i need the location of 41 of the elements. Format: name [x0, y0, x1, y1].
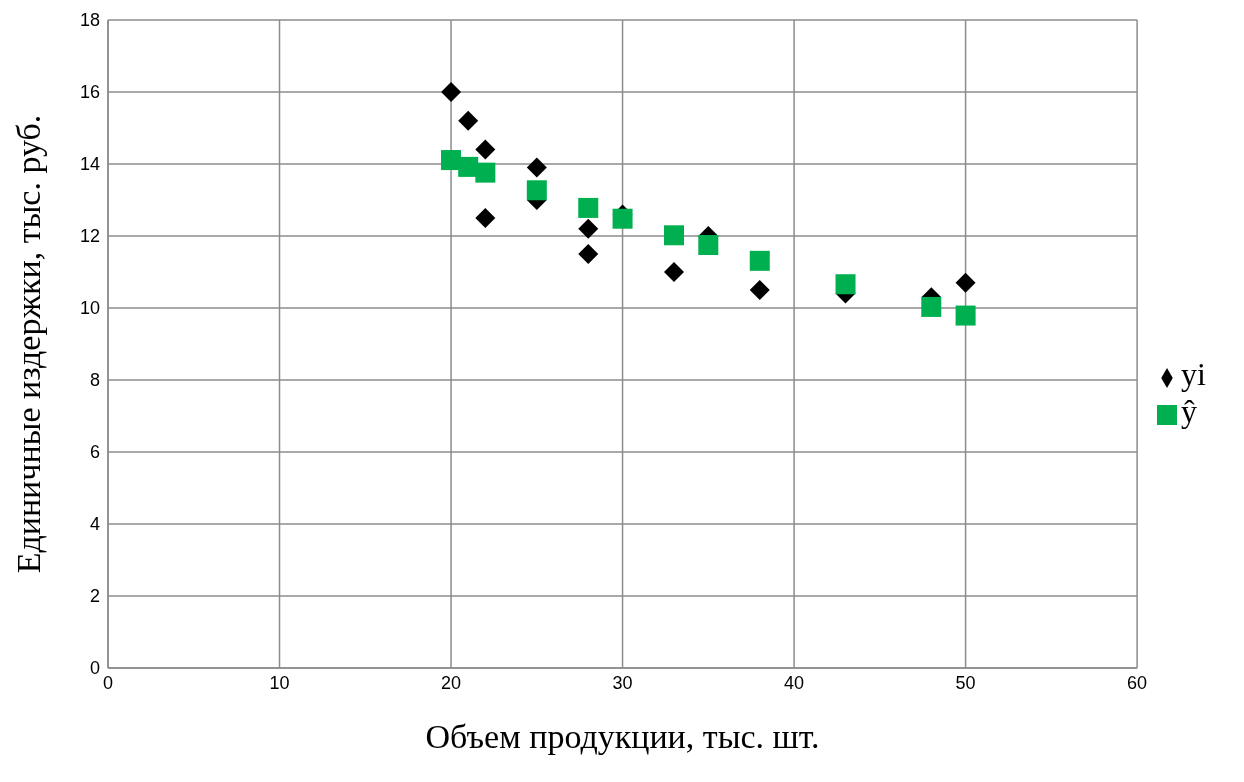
- y-axis-title: Единичные издержки, тыс. руб.: [10, 114, 48, 574]
- point: [578, 197, 599, 218]
- y-tick-label: 2: [89, 586, 100, 607]
- point: [526, 180, 547, 201]
- y-tick-label: 10: [79, 298, 100, 319]
- x-tick-label: 30: [612, 672, 633, 693]
- point: [749, 280, 770, 300]
- x-tick-label: 60: [1127, 672, 1148, 693]
- y-tick-label: 8: [89, 370, 100, 391]
- point: [578, 218, 599, 239]
- point: [475, 208, 496, 228]
- y-tick-label: 4: [89, 514, 100, 535]
- point: [955, 305, 976, 326]
- point: [578, 244, 599, 264]
- point: [526, 157, 547, 178]
- x-tick-label: 50: [955, 672, 976, 693]
- point: [475, 162, 496, 183]
- point: [698, 235, 719, 255]
- y-tick-label: 18: [79, 10, 100, 31]
- y-tick-label: 14: [79, 154, 100, 175]
- point: [441, 150, 462, 171]
- point: [921, 296, 942, 317]
- x-tick-label: 40: [784, 672, 805, 693]
- legend-label: ŷ: [1181, 393, 1198, 429]
- point: [955, 272, 976, 293]
- x-tick-label: 10: [269, 672, 290, 693]
- y-tick-label: 16: [79, 82, 100, 103]
- point: [475, 139, 496, 160]
- y-tick-label: 12: [79, 226, 100, 247]
- point: [664, 262, 685, 282]
- x-axis-title: Объем продукции, тыс. шт.: [425, 718, 820, 755]
- x-tick-label: 0: [102, 672, 114, 693]
- y-tick-label: 0: [89, 658, 100, 679]
- point: [749, 250, 770, 271]
- point: [835, 274, 856, 295]
- y-tick-label: 6: [89, 442, 100, 463]
- point: [664, 225, 685, 246]
- x-tick-label: 20: [441, 672, 462, 693]
- point: [441, 82, 462, 102]
- legend-label: yi: [1181, 356, 1206, 392]
- point: [458, 110, 479, 131]
